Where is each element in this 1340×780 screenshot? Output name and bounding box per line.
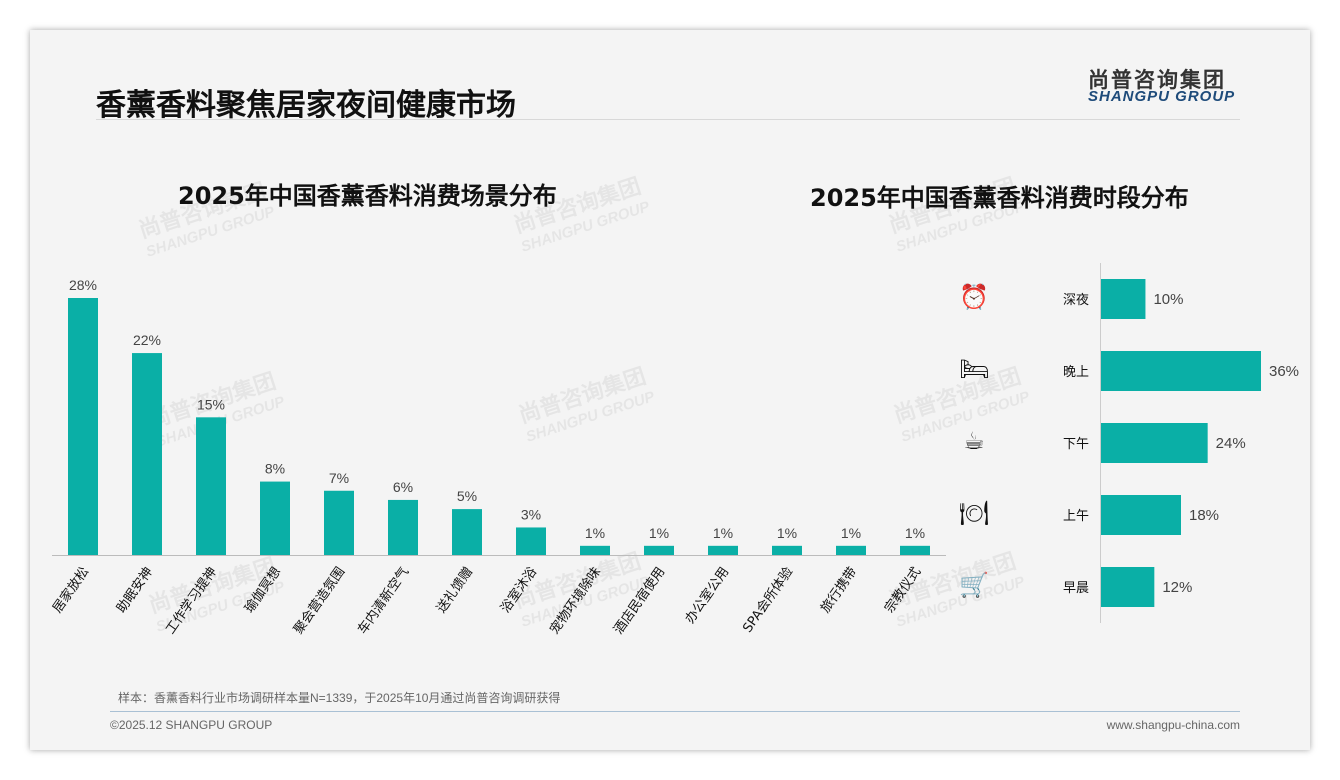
data-label: 22% xyxy=(133,332,161,348)
copyright: ©2025.12 SHANGPU GROUP xyxy=(110,718,273,732)
bar xyxy=(772,545,802,555)
category-label: 助眠安神 xyxy=(114,565,156,616)
logo-text-cn: 尚普咨询集团 xyxy=(1088,68,1226,92)
data-label: 36% xyxy=(1269,363,1299,380)
data-label: 18% xyxy=(1189,507,1219,524)
data-label: 8% xyxy=(265,461,285,477)
data-label: 15% xyxy=(197,396,225,412)
data-label: 1% xyxy=(905,525,925,541)
chart-title-scenes: 2025年中国香薰香料消费场景分布 xyxy=(178,182,557,210)
chart-title-timeslots: 2025年中国香薰香料消费时段分布 xyxy=(810,184,1189,212)
category-label: 居家放松 xyxy=(49,564,92,616)
bar xyxy=(900,545,930,555)
bar xyxy=(324,490,354,555)
category-label: 宠物环境除味 xyxy=(546,564,604,637)
category-label: SPA会所体验 xyxy=(739,564,796,636)
data-label: 1% xyxy=(777,525,797,541)
slide: 香薰香料聚焦居家夜间健康市场 尚普咨询集团 SHANGPU GROUP 尚普咨询… xyxy=(30,30,1310,750)
bar xyxy=(68,298,98,555)
data-label: 1% xyxy=(649,525,669,541)
bar xyxy=(1101,351,1261,391)
sample-note: 样本：香薰香料行业市场调研样本量N=1339，于2025年10月通过尚普咨询调研… xyxy=(118,691,561,705)
data-label: 12% xyxy=(1162,579,1192,596)
bar xyxy=(516,527,546,555)
header-divider xyxy=(96,119,1240,120)
category-label: 下午 xyxy=(1063,437,1089,452)
footer-divider xyxy=(110,711,1240,712)
bar xyxy=(580,545,610,555)
data-label: 24% xyxy=(1216,435,1246,452)
category-label: 酒店民宿使用 xyxy=(610,564,668,637)
bar xyxy=(644,545,674,555)
bar xyxy=(1101,567,1155,607)
category-label: 送礼馈赠 xyxy=(433,564,476,616)
data-label: 5% xyxy=(457,488,477,504)
bar xyxy=(452,509,482,555)
category-label: 工作学习提神 xyxy=(162,564,220,637)
bar xyxy=(836,545,866,555)
bar xyxy=(1101,495,1181,535)
category-label: 早晨 xyxy=(1063,581,1089,596)
category-label: 瑜伽冥想 xyxy=(241,564,284,616)
coffee-mug-icon: ☕ xyxy=(963,428,985,455)
header: 香薰香料聚焦居家夜间健康市场 尚普咨询集团 SHANGPU GROUP xyxy=(30,30,1310,123)
category-label: 晚上 xyxy=(1063,365,1089,380)
bar xyxy=(708,545,738,555)
bar xyxy=(1101,423,1208,463)
bar xyxy=(132,353,162,555)
page-title: 香薰香料聚焦居家夜间健康市场 xyxy=(96,88,516,123)
plate-cutlery-icon: 🍽 xyxy=(959,500,990,527)
data-label: 7% xyxy=(329,470,349,486)
bar xyxy=(260,481,290,555)
data-label: 1% xyxy=(841,525,861,541)
shopping-cart-icon: 🛒 xyxy=(959,572,989,599)
category-label: 宗教仪式 xyxy=(881,564,924,616)
category-label: 旅行携带 xyxy=(817,564,860,616)
data-label: 10% xyxy=(1153,291,1183,308)
logo-text-en: SHANGPU GROUP xyxy=(1088,88,1236,105)
bed-icon: 🛏 xyxy=(959,356,990,383)
category-label: 上午 xyxy=(1063,509,1089,524)
data-label: 28% xyxy=(69,277,97,293)
data-label: 6% xyxy=(393,479,413,495)
alarm-clock-icon: ⏰ xyxy=(959,284,989,311)
category-label: 浴室沐浴 xyxy=(497,564,540,616)
bar xyxy=(388,499,418,555)
category-label: 办公室公用 xyxy=(682,564,732,626)
data-label: 3% xyxy=(521,506,541,522)
category-label: 深夜 xyxy=(1063,293,1089,308)
data-label: 1% xyxy=(585,525,605,541)
bar xyxy=(1101,279,1146,319)
website: www.shangpu-china.com xyxy=(1106,718,1240,732)
category-label: 车内清新空气 xyxy=(354,564,412,637)
bar xyxy=(196,417,226,555)
data-label: 1% xyxy=(713,525,733,541)
category-label: 聚会营造氛围 xyxy=(291,565,348,638)
